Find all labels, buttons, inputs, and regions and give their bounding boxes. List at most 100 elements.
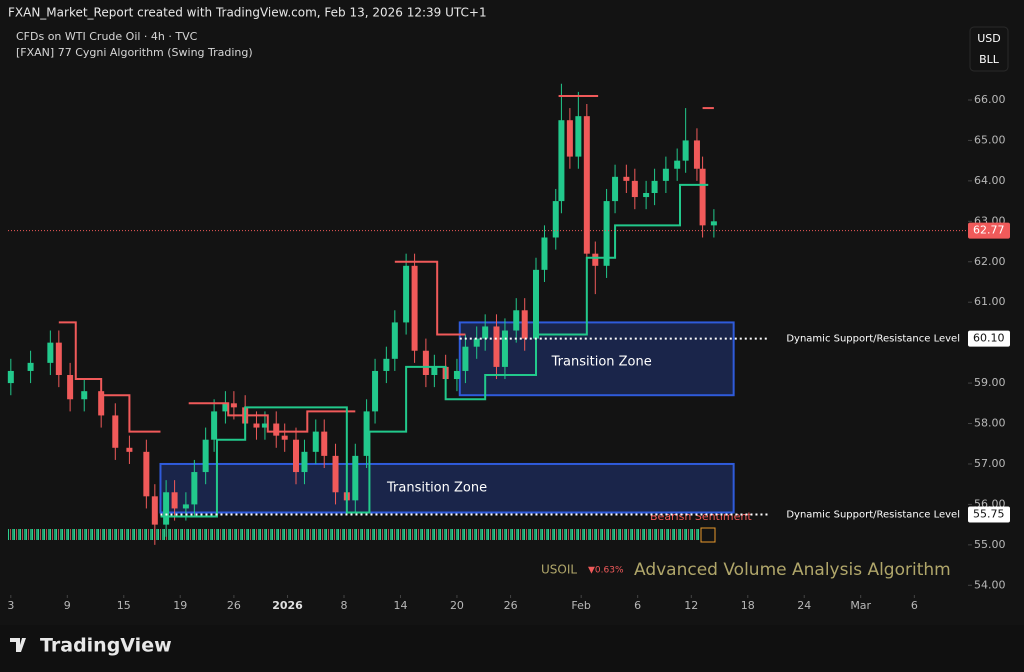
y-tick-label: 66.00	[974, 93, 1006, 106]
transition-zone	[159, 462, 735, 514]
x-tick-label: 12	[684, 599, 698, 612]
candle-body	[473, 338, 480, 347]
chart-subtitle: [FXAN] 77 Cygni Algorithm (Swing Trading…	[16, 46, 253, 59]
candle-body	[482, 326, 489, 339]
y-tick-label: 62.00	[974, 255, 1006, 268]
candle-body	[151, 496, 158, 525]
candle-body	[81, 391, 88, 400]
y-tick-label: 57.00	[974, 457, 1006, 470]
candle-body	[143, 451, 150, 497]
candle-body	[699, 168, 706, 226]
x-tick-label: 24	[797, 599, 811, 612]
logo: TradingView	[10, 635, 172, 657]
x-tick-label: 19	[173, 599, 187, 612]
x-tick-label: Feb	[571, 599, 590, 612]
brand: TradingView	[40, 635, 172, 657]
symbol: USOIL	[541, 563, 577, 577]
x-tick-label: 20	[450, 599, 464, 612]
candle-body	[558, 120, 565, 202]
x-tick-label: 15	[117, 599, 131, 612]
candle-body	[422, 350, 429, 375]
candle-body	[273, 423, 280, 436]
candle-body	[182, 504, 189, 509]
trailing-line	[160, 183, 709, 518]
x-tick-label: 8	[341, 599, 348, 612]
candle-body	[163, 492, 170, 525]
candle-body	[98, 391, 105, 416]
candle-body	[533, 269, 539, 339]
candle-body	[623, 176, 630, 181]
candle-body	[253, 423, 260, 428]
y-tick-label: 65.00	[974, 133, 1006, 146]
y-tick-label: 54.00	[974, 578, 1006, 591]
candle-body	[674, 160, 681, 169]
candle-body	[651, 180, 658, 194]
candle-body	[7, 370, 14, 384]
candle-body	[352, 455, 359, 501]
candle-body	[521, 310, 528, 339]
candle-body	[281, 435, 288, 440]
candle-body	[230, 403, 237, 408]
candle-body	[682, 140, 689, 161]
level-price: 55.75	[973, 508, 1005, 521]
level-label: Dynamic Support/Resistance Level	[786, 510, 960, 521]
zone-label: Transition Zone	[551, 354, 652, 369]
candle-body	[222, 403, 229, 412]
candle-body	[592, 253, 599, 266]
candle-body	[462, 346, 469, 371]
candle-body	[211, 411, 218, 440]
y-tick-label: 59.00	[974, 376, 1006, 389]
y-tick-label: 61.00	[974, 295, 1006, 308]
candle-body	[112, 415, 119, 448]
candle-body	[583, 116, 590, 254]
chart-title: CFDs on WTI Crude Oil · 4h · TVC	[16, 30, 198, 43]
last-price-box	[968, 222, 1010, 239]
candle-body	[27, 362, 34, 371]
x-tick-label: 3	[7, 599, 14, 612]
indicator: Advanced Volume Analysis Algorithm	[634, 560, 951, 580]
y-tick-label: 64.00	[974, 174, 1006, 187]
candle-body	[612, 176, 619, 202]
candle-body	[321, 431, 328, 456]
level-price-box	[968, 506, 1010, 523]
volume-strip	[8, 529, 700, 540]
zone-label: Transition Zone	[386, 481, 487, 496]
unit: BLL	[979, 53, 1000, 66]
x-tick-label: 26	[504, 599, 518, 612]
y-tick-label: 55.00	[974, 538, 1006, 551]
candle-body	[55, 342, 62, 375]
candle-body	[403, 265, 410, 323]
credit: FXAN_Market_Report created with TradingV…	[8, 6, 487, 20]
trailing-line	[58, 321, 161, 433]
candle-body	[541, 237, 548, 270]
last-price: 62.77	[973, 224, 1005, 237]
level-price-box	[968, 330, 1010, 347]
candle-body	[301, 451, 308, 473]
candle-body	[411, 265, 418, 351]
candle-body	[453, 370, 460, 380]
level-price: 60.10	[973, 332, 1005, 345]
y-tick-label: 58.00	[974, 417, 1006, 430]
candle-body	[710, 221, 717, 226]
candle-body	[501, 330, 508, 367]
currency-box[interactable]	[969, 26, 1009, 72]
currency: USD	[977, 32, 1001, 45]
x-tick-label: 9	[64, 599, 71, 612]
trailing-line	[188, 402, 356, 433]
candle-body	[693, 140, 700, 169]
candle-body	[191, 472, 198, 505]
candle-body	[513, 310, 520, 331]
x-tick-label: 18	[741, 599, 755, 612]
candle-body	[261, 423, 268, 428]
x-tick-label: 2026	[272, 599, 303, 612]
candle-body	[603, 201, 610, 266]
candle-body	[662, 168, 669, 181]
candle-body	[372, 370, 379, 412]
x-tick-label: Mar	[850, 599, 871, 612]
candle-body	[312, 431, 319, 452]
candle-body	[171, 492, 178, 509]
candle-body	[493, 326, 500, 367]
x-tick-label: 6	[911, 599, 918, 612]
